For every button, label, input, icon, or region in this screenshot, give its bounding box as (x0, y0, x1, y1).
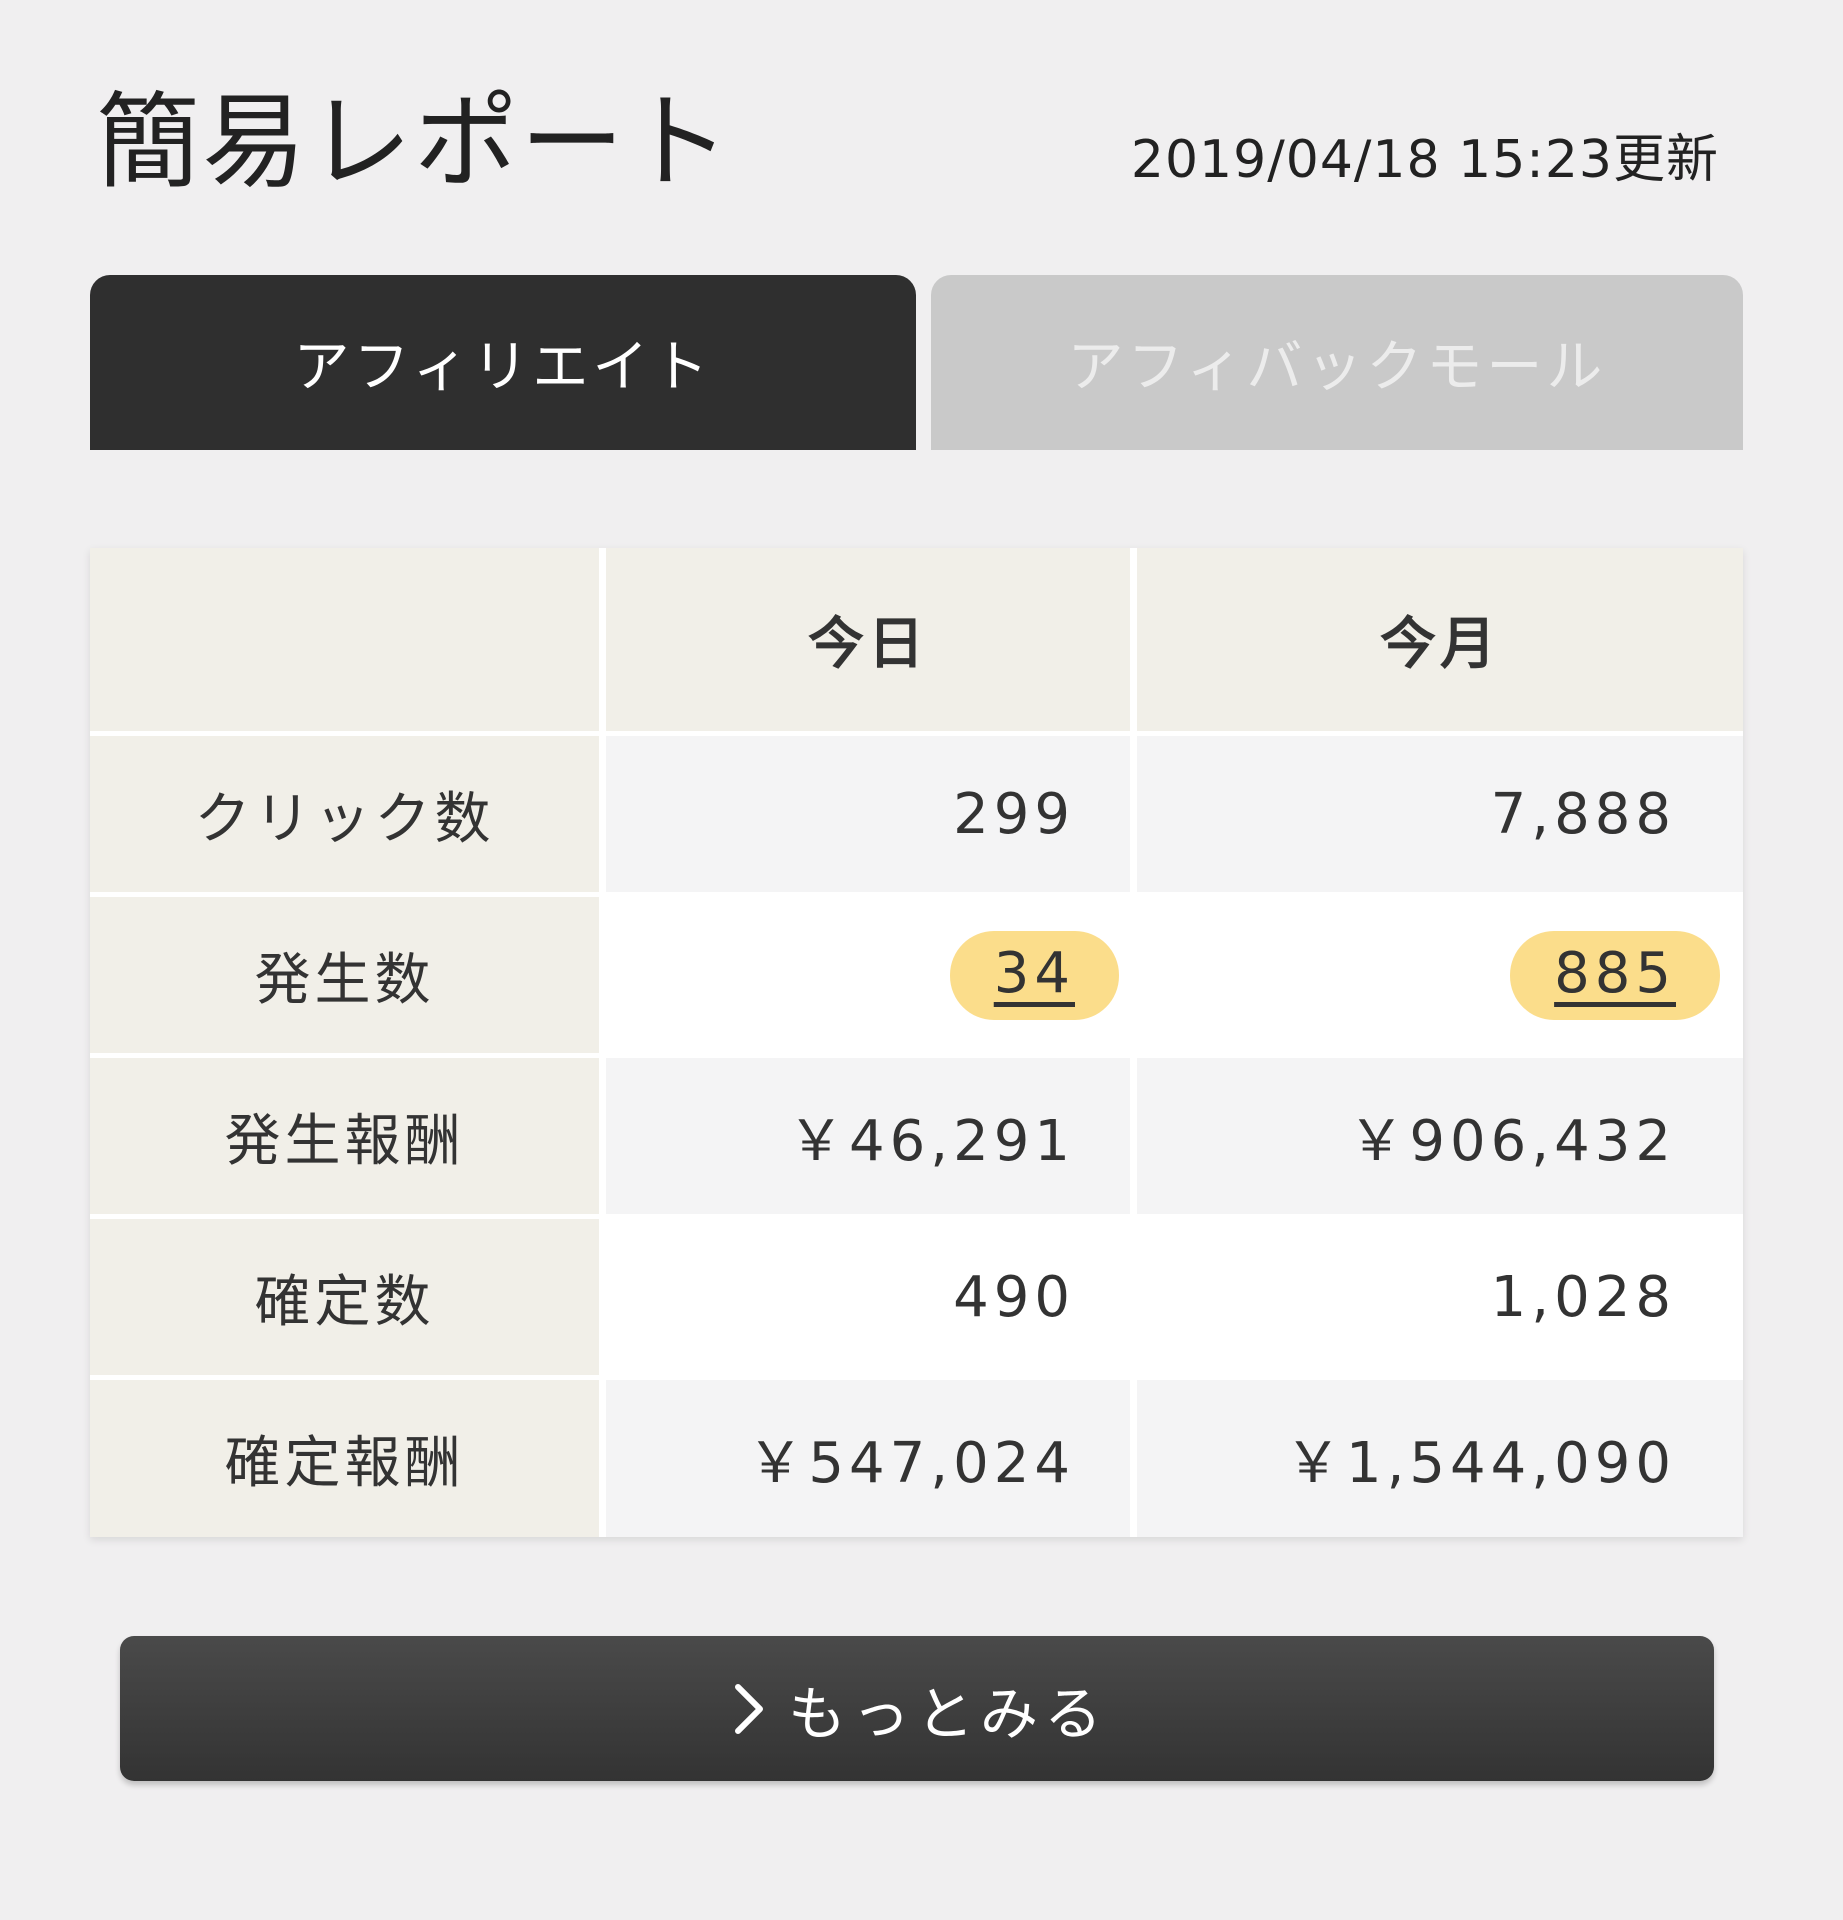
occurrences-month-link[interactable]: 885 (1510, 930, 1720, 1020)
cell-today: 34 (606, 897, 1130, 1053)
more-button[interactable]: もっとみる (120, 1636, 1714, 1781)
cell-today: ￥46,291 (606, 1058, 1130, 1214)
row-label: クリック数 (90, 736, 599, 892)
cell-month: 7,888 (1137, 736, 1743, 892)
cell-month: ￥1,544,090 (1137, 1380, 1743, 1537)
cell-today: 490 (606, 1219, 1130, 1375)
updated-timestamp: 2019/04/18 15:23更新 (1130, 130, 1719, 190)
table-row: 発生報酬 ￥46,291 ￥906,432 (90, 1058, 1743, 1214)
tab-affiback-mall[interactable]: アフィバックモール (931, 275, 1743, 450)
table-header-row: 今日 今月 (90, 548, 1743, 731)
column-header-month: 今月 (1137, 548, 1743, 731)
row-label: 確定報酬 (90, 1380, 599, 1537)
chevron-right-icon (726, 1679, 770, 1739)
occurrences-today-link[interactable]: 34 (949, 930, 1119, 1020)
table-row: クリック数 299 7,888 (90, 736, 1743, 892)
cell-month: ￥906,432 (1137, 1058, 1743, 1214)
row-label: 発生数 (90, 897, 599, 1053)
table-row: 発生数 34 885 (90, 897, 1743, 1053)
table-row: 確定報酬 ￥547,024 ￥1,544,090 (90, 1380, 1743, 1537)
row-label: 確定数 (90, 1219, 599, 1375)
tab-affiliate[interactable]: アフィリエイト (90, 275, 916, 450)
column-header-today: 今日 (606, 548, 1130, 731)
page-title: 簡易レポート (96, 81, 733, 203)
table-row: 確定数 490 1,028 (90, 1219, 1743, 1375)
cell-month: 1,028 (1137, 1219, 1743, 1375)
report-table: 今日 今月 クリック数 299 7,888 発生数 34 885 発生報酬 ￥4… (90, 548, 1743, 1537)
table-header-empty (90, 548, 599, 731)
cell-today: 299 (606, 736, 1130, 892)
cell-month: 885 (1137, 897, 1743, 1053)
row-label: 発生報酬 (90, 1058, 599, 1214)
cell-today: ￥547,024 (606, 1380, 1130, 1537)
report-tabs: アフィリエイト アフィバックモール (90, 275, 1743, 450)
more-button-label: もっとみる (787, 1679, 1108, 1748)
